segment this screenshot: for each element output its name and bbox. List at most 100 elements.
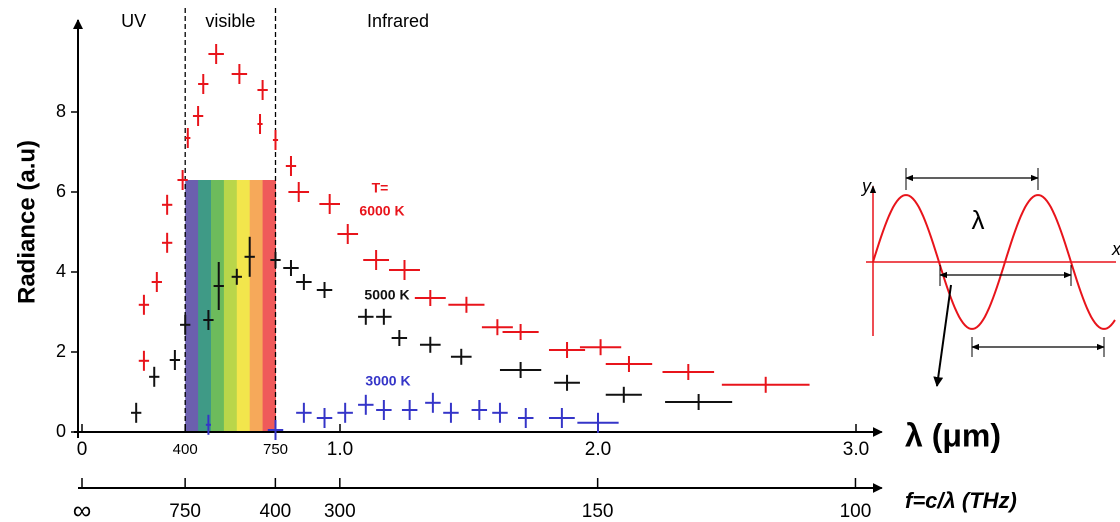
data-point (499, 362, 542, 378)
data-point (391, 330, 408, 346)
x-tick-label: 3.0 (843, 439, 869, 460)
series-label: 5000 K (364, 287, 409, 303)
data-point (548, 408, 575, 428)
pointer-arrow (933, 284, 952, 387)
data-point (605, 386, 642, 403)
region-label: Infrared (367, 11, 429, 31)
data-point (138, 350, 150, 371)
data-point (363, 250, 390, 270)
series-annotation: T= (372, 180, 389, 196)
data-point (419, 336, 441, 353)
data-point (481, 319, 513, 336)
data-point (272, 130, 279, 150)
data-point (450, 348, 472, 365)
data-point (138, 294, 150, 315)
data-point (296, 402, 312, 423)
x2-tick-label: 100 (840, 501, 872, 522)
data-point (389, 260, 420, 280)
data-point (358, 394, 374, 415)
data-point (443, 402, 459, 423)
data-point (151, 272, 162, 292)
sine-wave (872, 194, 1116, 330)
spectrum-stripe (198, 180, 212, 432)
x-axis-label: λ (μm) (905, 417, 1001, 453)
data-point (376, 308, 392, 325)
y-tick-label: 0 (56, 421, 66, 441)
data-point (665, 394, 733, 410)
wave-inset: λ y x (860, 168, 1120, 387)
x-tick-label: 0 (77, 439, 88, 460)
inset-y-label: y (860, 176, 872, 196)
data-point (267, 420, 284, 440)
x2-tick-label: ∞ (73, 495, 92, 522)
data-point (285, 156, 297, 176)
data-point (337, 224, 359, 244)
y-tick-label: 6 (56, 181, 66, 201)
data-point (161, 194, 173, 215)
series-label: 6000 K (359, 203, 404, 219)
data-point (448, 296, 485, 313)
data-point (244, 236, 255, 277)
x-tick-label: 750 (263, 441, 288, 458)
x2-tick-label: 300 (324, 501, 356, 522)
data-point (198, 74, 209, 94)
axes: UV visible Infrared 0 2 4 6 8 0 400 750 1.0 2.0 3.0 ∞ 7… (56, 8, 883, 522)
spectrum-stripe (223, 180, 238, 432)
data-point (577, 412, 619, 433)
x2-tick-label: 750 (169, 501, 201, 522)
wavelength-label: λ (972, 205, 985, 235)
data-point (554, 374, 580, 391)
spectrum-band (185, 180, 276, 432)
spectrum-stripe (211, 180, 225, 432)
region-label: visible (205, 11, 255, 31)
y-tick-label: 8 (56, 101, 66, 121)
data-point (316, 282, 333, 298)
data-point (257, 114, 263, 134)
data-point (502, 324, 539, 340)
region-label: UV (121, 11, 146, 31)
data-point (721, 376, 810, 393)
spectrum-stripe (236, 180, 251, 432)
x-tick-label: 400 (173, 441, 198, 458)
x-tick-label: 2.0 (585, 439, 611, 460)
data-point (288, 182, 310, 202)
data-point (548, 342, 586, 358)
spectrum-stripe (262, 180, 276, 432)
data-point (492, 402, 508, 423)
data-point (605, 356, 653, 372)
data-point (149, 366, 160, 387)
data-point (231, 64, 248, 84)
data-point (425, 392, 441, 413)
x2-tick-label: 150 (582, 501, 614, 522)
data-point (180, 314, 191, 335)
data-layer: 6000 K 5000 K 3000 K T= (131, 44, 810, 440)
data-point (319, 194, 340, 214)
y-tick-label: 4 (56, 261, 66, 281)
data-point (177, 170, 188, 190)
data-point (270, 252, 281, 268)
data-point (471, 400, 488, 420)
data-point (414, 290, 446, 306)
spectrum-stripe (249, 180, 264, 432)
spectrum-stripe (185, 180, 199, 432)
data-point (518, 408, 534, 428)
data-point (662, 364, 715, 380)
data-point (169, 350, 181, 370)
data-point (376, 400, 392, 420)
data-point (231, 268, 242, 285)
data-point (296, 274, 312, 290)
data-point (401, 400, 418, 420)
data-point (185, 128, 191, 148)
data-point (283, 260, 299, 276)
data-point (337, 402, 353, 423)
y-tick-label: 2 (56, 341, 66, 361)
x2-tick-label: 400 (260, 501, 292, 522)
data-point (316, 408, 333, 428)
data-point (205, 414, 211, 435)
data-point (579, 339, 622, 356)
data-point (192, 106, 204, 126)
data-point (161, 232, 173, 253)
data-point (131, 402, 142, 423)
data-point (208, 44, 224, 64)
